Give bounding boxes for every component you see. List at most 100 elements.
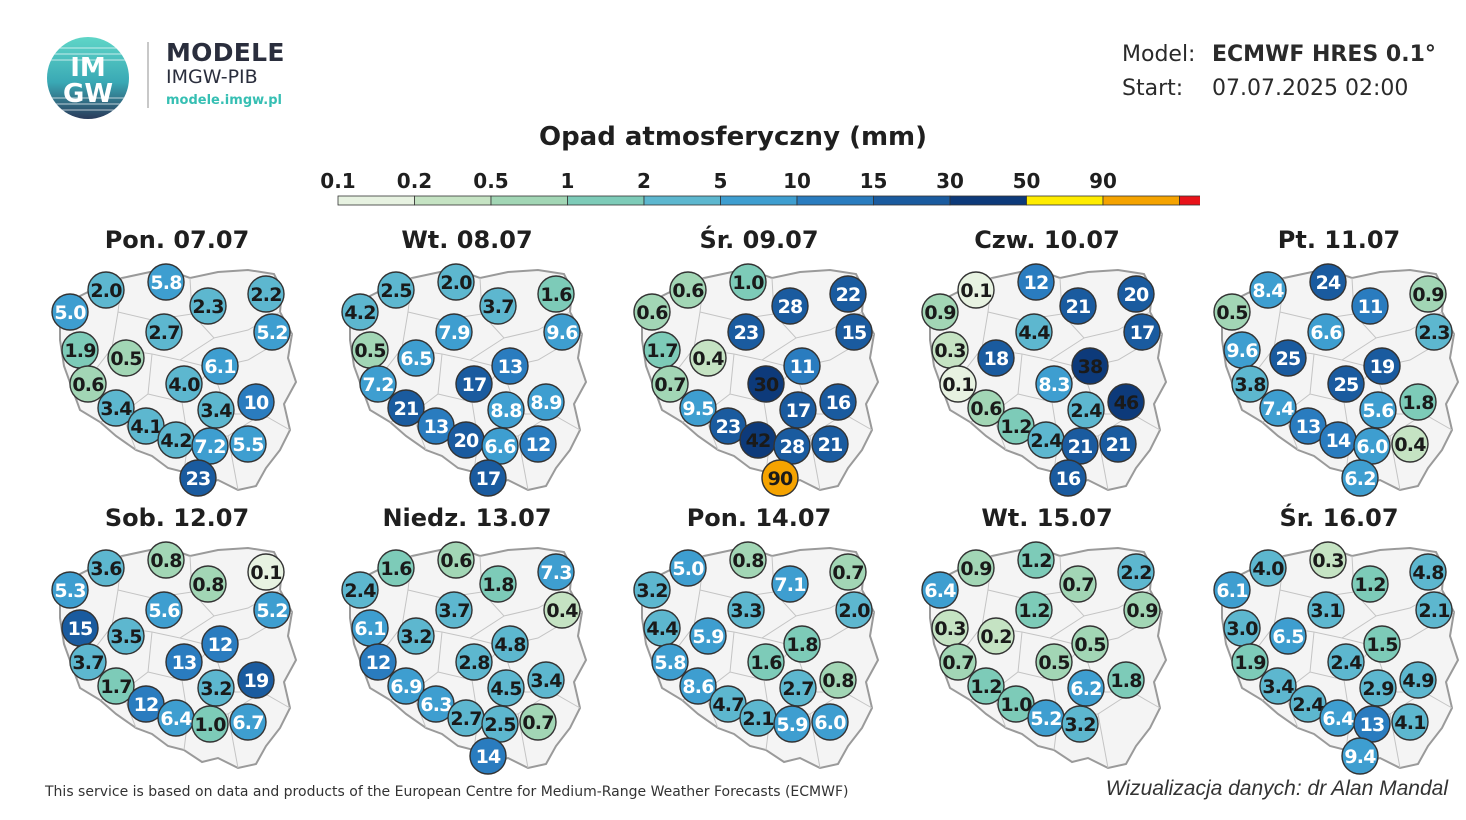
precip-marker: 1.8 bbox=[479, 565, 517, 603]
precip-marker: 4.2 bbox=[341, 293, 379, 331]
precip-circle bbox=[1269, 339, 1307, 377]
precip-circle bbox=[957, 271, 995, 309]
precip-value: 3.7 bbox=[438, 600, 469, 622]
precip-value: 7.3 bbox=[540, 562, 571, 584]
precip-marker: 4.8 bbox=[491, 625, 529, 663]
precip-circle bbox=[729, 263, 767, 301]
precip-marker: 0.9 bbox=[921, 293, 959, 331]
precip-marker: 1.2 bbox=[1351, 565, 1389, 603]
precip-marker: 6.5 bbox=[1269, 617, 1307, 655]
precip-value: 90 bbox=[768, 468, 793, 490]
precip-marker: 4.9 bbox=[1399, 661, 1437, 699]
precip-value: 1.6 bbox=[750, 652, 782, 674]
brand-subtitle: IMGW-PIB bbox=[166, 66, 258, 88]
precip-circle bbox=[1327, 643, 1365, 681]
precip-value: 6.2 bbox=[1070, 678, 1101, 700]
precip-circle bbox=[829, 553, 867, 591]
precip-marker: 11 bbox=[1351, 287, 1389, 325]
precip-value: 0.7 bbox=[942, 652, 973, 674]
precip-circle bbox=[633, 293, 671, 331]
precip-marker: 3.4 bbox=[527, 661, 565, 699]
precip-value: 6.1 bbox=[1216, 580, 1247, 602]
precip-value: 23 bbox=[186, 468, 211, 490]
precip-marker: 0.3 bbox=[931, 331, 969, 369]
precip-marker: 38 bbox=[1071, 347, 1109, 385]
precip-value: 1.7 bbox=[100, 676, 131, 698]
precip-marker: 6.2 bbox=[1067, 669, 1105, 707]
precip-value: 7.1 bbox=[774, 574, 805, 596]
precip-marker: 12 bbox=[201, 625, 239, 663]
precip-marker: 9.6 bbox=[1223, 331, 1261, 369]
precip-value: 11 bbox=[790, 356, 815, 378]
precip-circle bbox=[1341, 737, 1379, 775]
precip-marker: 0.2 bbox=[977, 617, 1015, 655]
precip-marker: 0.8 bbox=[147, 541, 185, 579]
precip-value: 20 bbox=[1124, 284, 1149, 306]
precip-value: 2.7 bbox=[148, 322, 179, 344]
precip-marker: 20 bbox=[447, 421, 485, 459]
precip-circle bbox=[747, 643, 785, 681]
legend-tick-label: 0.5 bbox=[473, 169, 508, 193]
precip-marker: 19 bbox=[1363, 347, 1401, 385]
brand-url-link[interactable]: modele.imgw.pl bbox=[166, 93, 282, 108]
precip-circle bbox=[237, 661, 275, 699]
precip-circle bbox=[1071, 347, 1109, 385]
author-credit: Wizualizacja danych: dr Alan Mandal bbox=[1105, 777, 1448, 800]
precip-marker: 7.4 bbox=[1259, 389, 1297, 427]
legend-swatch bbox=[567, 195, 645, 206]
precip-circle bbox=[455, 643, 493, 681]
precip-marker: 23 bbox=[709, 407, 747, 445]
precip-marker: 2.5 bbox=[377, 271, 415, 309]
precip-value: 4.0 bbox=[168, 374, 200, 396]
legend-swatch bbox=[720, 195, 798, 206]
precip-circle bbox=[147, 263, 185, 301]
precip-value: 0.3 bbox=[1312, 550, 1343, 572]
precip-value: 6.5 bbox=[1272, 626, 1303, 648]
precip-circle bbox=[773, 705, 811, 743]
precip-value: 24 bbox=[1316, 272, 1341, 294]
precip-marker: 2.7 bbox=[447, 699, 485, 737]
precip-marker: 21 bbox=[1061, 427, 1099, 465]
precip-value: 1.0 bbox=[732, 272, 764, 294]
precip-circle bbox=[189, 565, 227, 603]
precip-circle bbox=[387, 667, 425, 705]
precip-marker: 17 bbox=[779, 391, 817, 429]
precip-marker: 1.7 bbox=[643, 331, 681, 369]
precip-marker: 2.9 bbox=[1359, 669, 1397, 707]
precip-value: 5.3 bbox=[54, 580, 85, 602]
legend-swatch bbox=[1026, 195, 1104, 206]
precip-marker: 7.1 bbox=[771, 565, 809, 603]
precip-value: 7.4 bbox=[1262, 398, 1294, 420]
precip-marker: 6.9 bbox=[387, 667, 425, 705]
precip-circle bbox=[1269, 617, 1307, 655]
precip-value: 19 bbox=[1370, 356, 1395, 378]
precip-circle bbox=[537, 553, 575, 591]
precip-circle bbox=[201, 625, 239, 663]
precip-marker: 0.4 bbox=[543, 591, 581, 629]
precip-marker: 6.1 bbox=[201, 347, 239, 385]
precip-marker: 5.2 bbox=[253, 313, 291, 351]
precip-value: 16 bbox=[1056, 468, 1081, 490]
precip-circle bbox=[1015, 591, 1053, 629]
precip-circle bbox=[633, 571, 671, 609]
precip-marker: 0.6 bbox=[967, 389, 1005, 427]
precip-circle bbox=[771, 565, 809, 603]
poland-map-day-5: 0.58.4 24 11 0.9 2.3 6.6 9.6 25 19 3.8 25 7.4 5.6 1.8… bbox=[1213, 263, 1460, 497]
precip-marker: 46 bbox=[1107, 383, 1145, 421]
precip-marker: 0.9 bbox=[1409, 275, 1447, 313]
precip-value: 1.0 bbox=[1000, 694, 1032, 716]
precip-value: 19 bbox=[244, 670, 269, 692]
precip-value: 0.7 bbox=[1062, 574, 1093, 596]
precip-marker: 3.4 bbox=[197, 391, 235, 429]
province-border bbox=[1097, 713, 1109, 769]
precip-value: 4.4 bbox=[1018, 322, 1050, 344]
svg-text:IM: IM bbox=[70, 53, 106, 83]
precip-marker: 30 bbox=[747, 365, 785, 403]
precip-marker: 7.2 bbox=[191, 427, 229, 465]
legend-swatch bbox=[337, 195, 415, 206]
precip-marker: 1.2 bbox=[1015, 591, 1053, 629]
precip-value: 4.8 bbox=[1412, 562, 1444, 584]
precip-value: 0.1 bbox=[250, 562, 281, 584]
precip-circle bbox=[479, 565, 517, 603]
precip-marker: 3.2 bbox=[197, 669, 235, 707]
